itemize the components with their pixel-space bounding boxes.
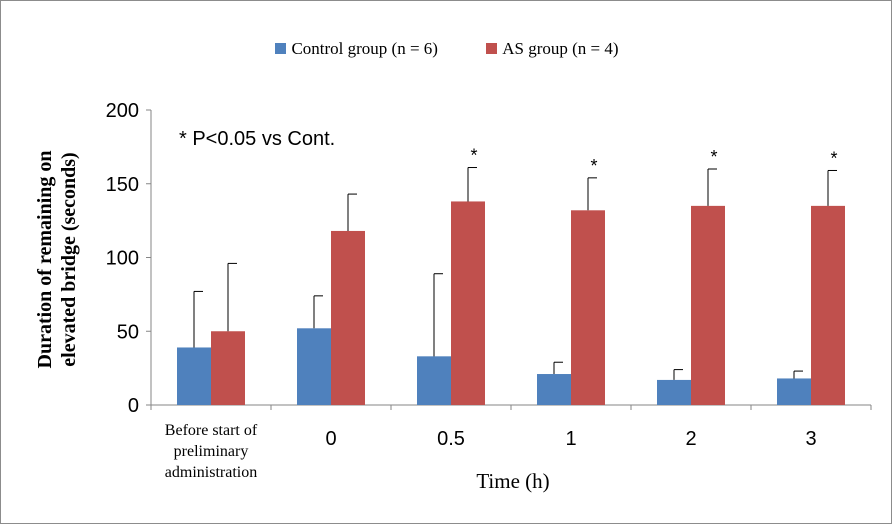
bar-control (537, 374, 571, 405)
significance-mark: * (710, 147, 717, 167)
x-tick-label: 3 (805, 428, 816, 450)
legend-label-as: AS group (n = 4) (502, 39, 619, 58)
y-tick-label: 100 (106, 248, 139, 270)
y-axis-label: elevated bridge (seconds) (58, 152, 80, 366)
x-axis-label: Time (h) (476, 469, 549, 493)
chart-legend: Control group (n = 6) AS group (n = 4) (1, 39, 891, 59)
x-tick-label: 1 (565, 428, 576, 450)
significance-mark: * (470, 146, 477, 166)
bar-as (331, 230, 365, 405)
legend-swatch-control (275, 43, 287, 54)
bar-as (451, 201, 485, 405)
x-tick-label: 2 (685, 428, 696, 450)
bar-as (811, 205, 845, 405)
x-tick-label: 0 (325, 428, 336, 450)
y-tick-label: 0 (128, 395, 139, 417)
y-axis-label: Duration of remaining on (34, 151, 56, 369)
significance-mark: * (590, 156, 597, 176)
y-tick-label: 50 (117, 321, 139, 343)
bar-as (691, 205, 725, 405)
annotation-text: * P<0.05 vs Cont. (179, 128, 335, 150)
x-tick-label: Before start of (165, 422, 258, 439)
legend-swatch-as (486, 43, 498, 54)
y-tick-label: 200 (106, 100, 139, 122)
bar-as (571, 210, 605, 405)
bar-control (417, 356, 451, 405)
x-tick-label: 0.5 (437, 428, 465, 450)
significance-mark: * (830, 148, 837, 168)
x-tick-label: preliminary (174, 443, 249, 460)
bar-control (177, 347, 211, 405)
legend-item-control: Control group (n = 6) (275, 39, 438, 59)
legend-item-as: AS group (n = 4) (486, 39, 619, 59)
legend-label-control: Control group (n = 6) (291, 39, 438, 58)
bar-control (657, 379, 691, 405)
bar-control (297, 328, 331, 405)
y-tick-label: 150 (106, 174, 139, 196)
x-tick-label: administration (165, 464, 257, 481)
bar-as (211, 331, 245, 405)
bar-control (777, 378, 811, 405)
